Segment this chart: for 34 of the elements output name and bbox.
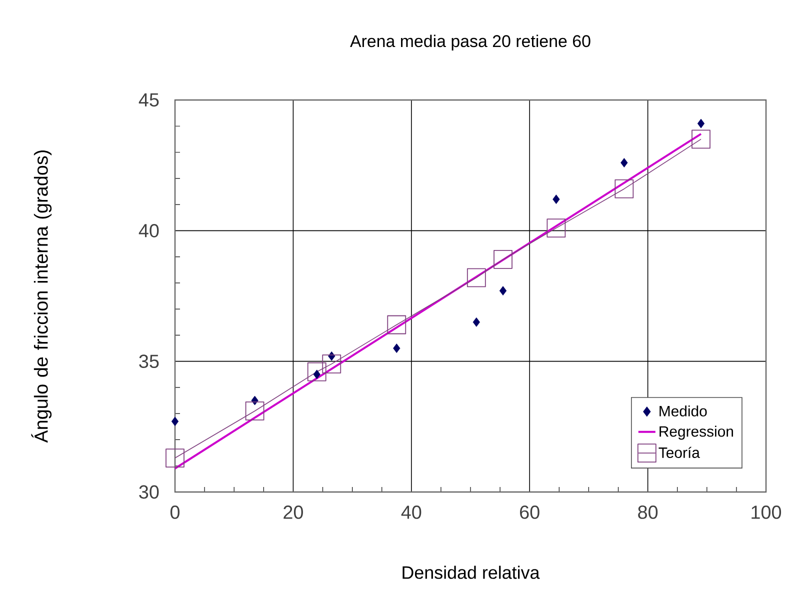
point bbox=[499, 286, 507, 296]
legend-label: Teoría bbox=[658, 446, 700, 458]
point bbox=[697, 118, 705, 128]
legend-label: Regression bbox=[660, 426, 733, 440]
point bbox=[322, 354, 342, 374]
x-tick-label: 0 bbox=[170, 506, 180, 519]
x-tick-label: 60 bbox=[520, 506, 540, 519]
point bbox=[546, 218, 566, 238]
point bbox=[466, 268, 486, 288]
point bbox=[313, 370, 320, 380]
point bbox=[307, 362, 326, 382]
point bbox=[472, 317, 480, 327]
y-tick-label: 40 bbox=[138, 224, 159, 238]
x-tick-label: 100 bbox=[752, 506, 782, 519]
x-tick-label: 20 bbox=[284, 506, 303, 519]
point bbox=[166, 448, 184, 468]
point bbox=[494, 250, 512, 269]
chart-title: Arena media pasa 20 retiene 60 bbox=[350, 34, 590, 50]
legend-label: Medido bbox=[660, 405, 707, 416]
point bbox=[552, 194, 560, 204]
y-axis-title: Ángulo de friccion interna (grados) bbox=[31, 150, 52, 443]
point bbox=[393, 344, 400, 353]
point bbox=[614, 179, 634, 198]
y-tick-label: 30 bbox=[139, 485, 159, 499]
x-tick-label: 40 bbox=[401, 506, 422, 519]
y-tick-label: 45 bbox=[138, 93, 159, 107]
y-tick-label: 35 bbox=[139, 354, 159, 368]
point bbox=[245, 402, 264, 420]
point bbox=[171, 416, 179, 426]
point bbox=[692, 130, 710, 149]
x-axis-title: Densidad relativa bbox=[402, 566, 540, 579]
point bbox=[620, 158, 628, 168]
x-tick-label: 80 bbox=[638, 506, 658, 519]
point bbox=[387, 315, 406, 334]
